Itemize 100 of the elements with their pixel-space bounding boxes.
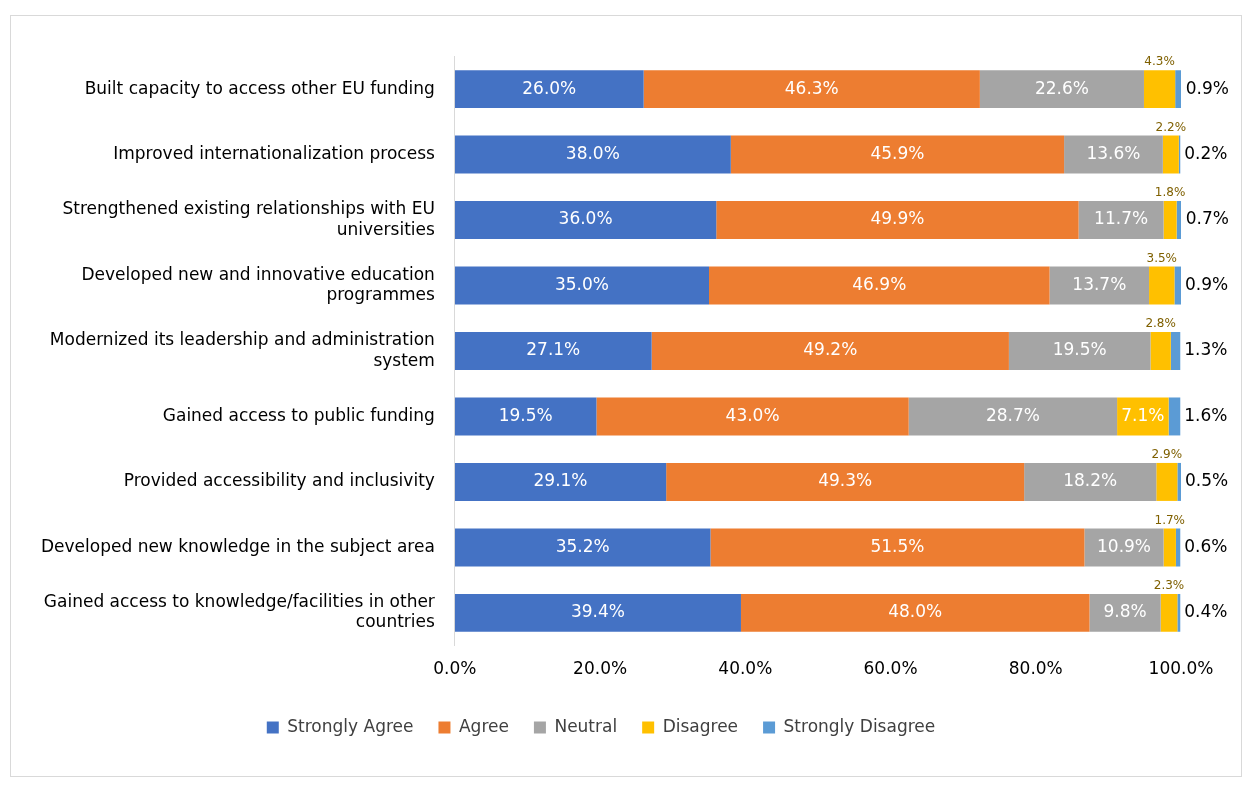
bar — [643, 70, 980, 109]
data-label: 29.1% — [533, 470, 588, 491]
data-label: 18.2% — [1063, 470, 1118, 491]
bar — [1177, 462, 1181, 501]
x-tick-label: 60.0% — [863, 658, 918, 679]
bar — [709, 266, 1050, 305]
bar — [651, 332, 1009, 370]
bar — [666, 462, 1025, 501]
data-label: 39.4% — [570, 601, 625, 622]
bar — [454, 201, 717, 240]
bar — [1170, 332, 1181, 370]
x-tick-label: 0.0% — [433, 658, 477, 679]
data-label: 38.0% — [565, 143, 620, 164]
y-tick-label: Built capacity to access other EU funding — [84, 77, 435, 98]
bar — [1156, 462, 1178, 501]
x-tick-label: 20.0% — [573, 658, 628, 679]
data-label: 48.0% — [888, 601, 943, 622]
y-tick-label: Strengthened existing relationships with EU universities — [62, 198, 435, 239]
data-label: 1.7% — [1154, 512, 1185, 527]
data-label: 0.6% — [1184, 535, 1228, 556]
x-tick-label: 80.0% — [1008, 658, 1063, 679]
data-label: 9.8% — [1103, 601, 1147, 622]
bar — [1175, 70, 1181, 109]
bar — [1162, 135, 1179, 174]
bar — [1064, 135, 1163, 174]
data-label: 0.7% — [1185, 208, 1229, 229]
bar — [454, 135, 731, 174]
bar — [454, 332, 652, 370]
data-label: 3.5% — [1146, 250, 1178, 265]
bar — [1176, 201, 1181, 240]
data-label: 7.1% — [1121, 404, 1165, 425]
bar — [710, 528, 1085, 567]
data-label: 28.7% — [985, 404, 1040, 425]
bar — [1008, 332, 1151, 370]
data-label: 27.1% — [526, 339, 581, 360]
data-label: 35.2% — [555, 535, 610, 556]
bar — [1024, 462, 1157, 501]
bar — [1163, 201, 1177, 240]
bar — [454, 528, 711, 567]
data-label: 49.2% — [803, 339, 858, 360]
data-label: 0.4% — [1184, 601, 1228, 622]
data-label: 49.3% — [818, 470, 873, 491]
y-tick-label: Gained access to knowledge/facilities in other countries — [43, 591, 435, 632]
data-label: 43.0% — [725, 404, 780, 425]
bar — [454, 397, 597, 436]
data-label: 4.3% — [1144, 54, 1175, 69]
bar — [1174, 266, 1181, 305]
bar — [1078, 201, 1164, 240]
data-label: 19.5% — [1052, 339, 1107, 360]
bar — [1175, 528, 1181, 567]
bar — [1168, 397, 1181, 436]
data-label: 0.9% — [1185, 77, 1229, 98]
bar — [979, 70, 1144, 109]
data-label: 1.8% — [1154, 185, 1186, 200]
data-label: 13.7% — [1072, 273, 1127, 294]
bar — [454, 266, 710, 305]
data-label: 22.6% — [1034, 77, 1089, 98]
data-label: 2.2% — [1155, 119, 1187, 134]
y-tick-label: Provided accessibility and inclusivity — [123, 470, 435, 491]
data-label: 2.9% — [1151, 447, 1183, 462]
data-label: 10.9% — [1096, 535, 1152, 556]
bar — [1149, 266, 1175, 305]
bar — [1143, 70, 1176, 109]
y-tick-label: Developed new and innovative education programmes — [81, 263, 435, 305]
legend-label: Neutral — [554, 715, 618, 736]
data-label: 51.5% — [870, 535, 925, 556]
bar — [730, 135, 1065, 174]
bar — [454, 593, 741, 632]
y-tick-label: Improved internationalization process — [113, 143, 435, 164]
data-label: 0.5% — [1185, 470, 1229, 491]
bar — [740, 593, 1090, 632]
data-label: 49.9% — [870, 208, 925, 229]
bar — [1084, 528, 1164, 567]
data-label: 26.0% — [522, 77, 577, 98]
y-tick-label: Gained access to public funding — [162, 404, 435, 425]
data-label: 19.5% — [498, 404, 553, 425]
data-label: 0.2% — [1184, 143, 1228, 164]
data-label: 2.3% — [1153, 578, 1185, 593]
bar — [1049, 266, 1150, 305]
bar — [454, 462, 667, 501]
data-label: 1.3% — [1184, 339, 1228, 360]
legend-label: Disagree — [662, 715, 739, 736]
data-label: 46.9% — [852, 273, 907, 294]
data-label: 36.0% — [558, 208, 613, 229]
data-label: 35.0% — [554, 273, 609, 294]
data-label: 13.6% — [1086, 143, 1141, 164]
data-label: 11.7% — [1094, 208, 1149, 229]
bar — [716, 201, 1079, 240]
x-tick-label: 100.0% — [1148, 658, 1214, 679]
legend-label: Strongly Agree — [287, 715, 414, 736]
data-label: 2.8% — [1145, 316, 1176, 331]
data-label: 1.6% — [1184, 404, 1228, 425]
data-label: 46.3% — [784, 77, 839, 98]
bar — [454, 70, 644, 109]
y-tick-label: Modernized its leadership and administration system — [49, 329, 435, 370]
data-label: 0.9% — [1185, 273, 1229, 294]
bar — [908, 397, 1118, 436]
y-tick-label: Developed new knowledge in the subject area — [40, 535, 435, 556]
bar — [1160, 593, 1178, 632]
x-tick-label: 40.0% — [718, 658, 773, 679]
